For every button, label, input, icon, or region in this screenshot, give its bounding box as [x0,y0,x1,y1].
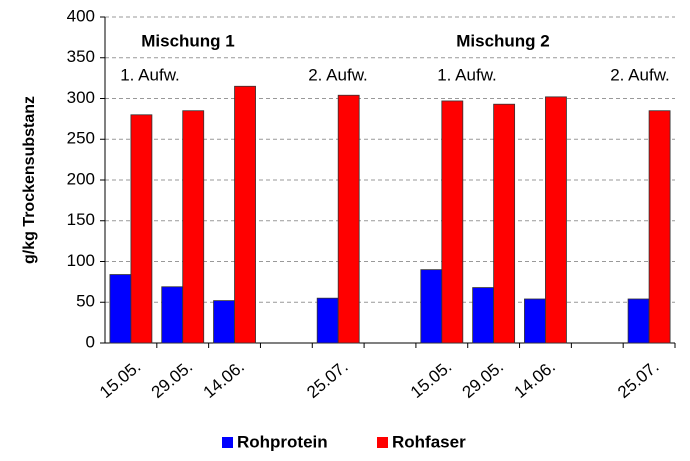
x-tick-label: 29.05. [148,357,196,402]
bar [234,85,256,344]
x-tick-label: 25.07. [303,357,351,402]
annotation: Mischung 1 [141,31,235,50]
y-tick-label: 300 [67,88,95,107]
y-tick-label: 50 [76,292,95,311]
y-tick-label: 350 [67,47,95,66]
bar [213,300,235,344]
bar [182,110,205,344]
bar [493,103,516,344]
legend-swatch [377,437,388,448]
y-tick-label: 150 [67,210,95,229]
x-tick-label: 15.05. [96,357,144,402]
legend-swatch [222,437,233,448]
bar [420,269,443,344]
annotation: 2. Aufw. [308,65,368,84]
y-tick-label: 200 [67,169,95,188]
x-tick-label: 25.07. [614,357,662,402]
y-tick-label: 0 [86,332,95,351]
annotation: 1. Aufw. [437,65,497,84]
bar [316,297,339,344]
bar [627,298,650,344]
bar [441,100,464,344]
annotation: 1. Aufw. [120,65,180,84]
legend-label: Rohfaser [392,432,466,451]
y-tick-label: 100 [67,251,95,270]
x-tick-label: 14.06. [510,357,558,402]
annotation: 2. Aufw. [610,65,670,84]
bar [109,274,132,344]
y-tick-label: 400 [67,6,95,25]
y-axis-label: g/kg Trockensubstanz [21,96,38,264]
bar [337,94,360,344]
x-tick-label: 15.05. [407,357,455,402]
bar [648,110,671,344]
bar [161,286,184,344]
bar [524,298,546,344]
y-tick-label: 250 [67,129,95,148]
legend-label: Rohprotein [237,432,328,451]
x-tick-label: 29.05. [459,357,507,402]
x-tick-label: 14.06. [200,357,248,402]
bar [130,114,153,344]
annotation: Mischung 2 [456,31,550,50]
bar [472,287,495,344]
bar [545,96,567,344]
